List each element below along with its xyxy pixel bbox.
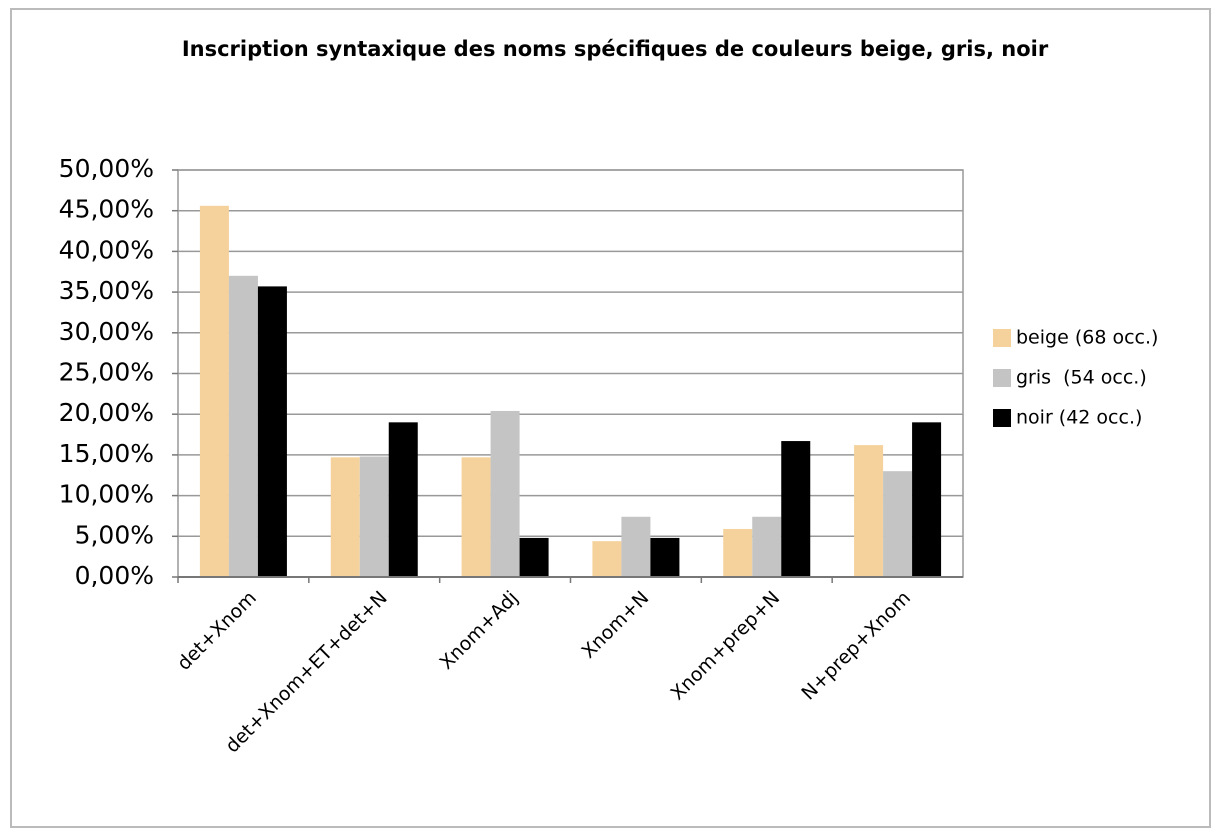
legend-label: noir (42 occ.)	[1016, 407, 1142, 429]
legend-swatch	[993, 409, 1011, 427]
bar	[592, 541, 622, 577]
y-tick-label: 10,00%	[59, 480, 154, 509]
bar	[883, 471, 913, 577]
y-tick-label: 25,00%	[59, 358, 154, 387]
bar	[461, 457, 491, 577]
y-tick-label: 15,00%	[59, 439, 154, 468]
bar	[854, 445, 884, 577]
x-tick-label: det+Xnom	[173, 587, 261, 675]
y-tick-label: 5,00%	[75, 520, 154, 549]
bar	[781, 441, 811, 577]
y-tick-label: 0,00%	[75, 561, 154, 590]
y-tick-label: 20,00%	[59, 398, 154, 427]
chart-title: Inscription syntaxique des noms spécifiq…	[181, 37, 1049, 61]
bar	[519, 537, 549, 577]
legend-label: beige (68 occ.)	[1016, 327, 1158, 349]
bar	[330, 457, 360, 577]
bar	[228, 275, 258, 577]
bar	[199, 205, 229, 578]
bar	[388, 422, 418, 577]
x-tick-label: Xnom+prep+N	[666, 587, 784, 705]
x-tick-label: Xnom+Adj	[435, 587, 522, 674]
chart-frame	[10, 8, 1211, 828]
legend-swatch	[993, 329, 1011, 347]
x-tick-label: Xnom+N	[577, 587, 653, 663]
y-tick-label: 45,00%	[59, 195, 154, 224]
bar	[257, 286, 287, 577]
y-tick-label: 35,00%	[59, 276, 154, 305]
bar	[650, 537, 680, 577]
bar	[912, 422, 942, 577]
legend-swatch	[993, 369, 1011, 387]
bar	[621, 516, 651, 577]
bar	[359, 456, 389, 577]
x-tick-label: N+prep+Xnom	[797, 587, 915, 705]
bar	[723, 528, 753, 577]
y-tick-label: 50,00%	[59, 154, 154, 183]
bar	[490, 410, 520, 577]
bar	[752, 516, 782, 577]
y-tick-label: 40,00%	[59, 235, 154, 264]
legend-label: gris (54 occ.)	[1016, 367, 1147, 389]
y-tick-label: 30,00%	[59, 317, 154, 346]
